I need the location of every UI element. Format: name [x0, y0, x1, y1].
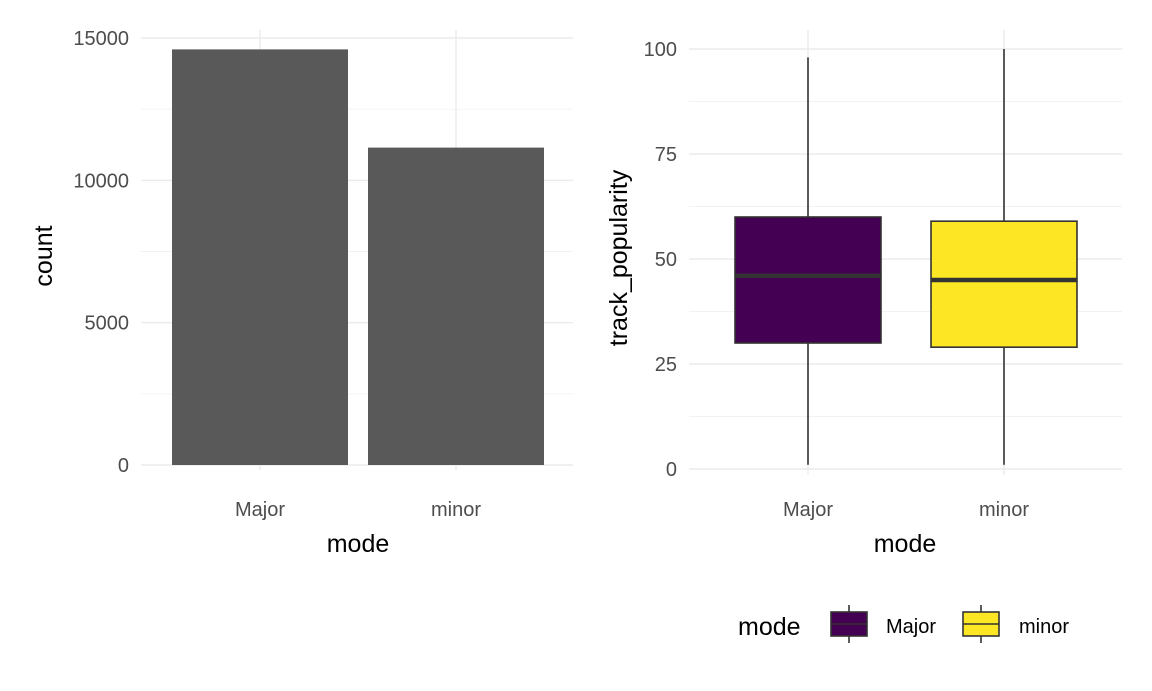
box-y-tick-label: 0	[666, 459, 677, 481]
box-plot-boxes	[734, 49, 1078, 465]
bar-major	[172, 49, 348, 466]
box-major	[734, 57, 882, 465]
bar-y-tick-label: 10000	[73, 170, 129, 192]
box-y-tick-label: 25	[655, 354, 677, 376]
legend-entry-minor: minor	[962, 605, 1069, 643]
bar-minor	[368, 147, 544, 465]
legend-label: Major	[886, 616, 936, 638]
bar-chart-x-tick-labels: Major minor	[235, 499, 481, 521]
box-body	[930, 220, 1078, 348]
box-plot-panel: 0 25 50 75 100 Major minor mode track_popular…	[605, 30, 1122, 558]
legend-title: mode	[738, 613, 801, 641]
bar-chart-bars	[172, 49, 544, 466]
box-plot-x-axis-title: mode	[874, 530, 937, 558]
box-x-tick-label: minor	[979, 499, 1029, 521]
box-body	[734, 216, 882, 344]
bar-chart-y-tick-labels: 0 5000 10000 15000	[73, 28, 129, 477]
legend-entries: Major minor	[830, 605, 1069, 643]
bar-chart-y-axis-title: count	[30, 225, 58, 286]
box-minor	[930, 49, 1078, 465]
bar-x-tick-label: Major	[235, 499, 285, 521]
legend-label: minor	[1019, 616, 1069, 638]
box-plot-y-axis-title: track_popularity	[605, 169, 633, 346]
legend-entry-major: Major	[830, 605, 936, 643]
bar-y-tick-label: 15000	[73, 28, 129, 50]
bar-y-tick-label: 0	[118, 455, 129, 477]
box-plot-x-tick-labels: Major minor	[783, 499, 1029, 521]
box-y-tick-label: 100	[644, 39, 677, 61]
bar-y-tick-label: 5000	[85, 313, 130, 335]
box-y-tick-label: 50	[655, 249, 677, 271]
box-plot-y-tick-labels: 0 25 50 75 100	[644, 39, 677, 481]
box-y-tick-label: 75	[655, 144, 677, 166]
bar-x-tick-label: minor	[431, 499, 481, 521]
bar-chart-x-axis-title: mode	[327, 530, 390, 558]
bar-chart-panel: 0 5000 10000 15000 Major minor mode count	[30, 28, 573, 558]
legend: mode Major minor	[738, 605, 1069, 643]
box-x-tick-label: Major	[783, 499, 833, 521]
